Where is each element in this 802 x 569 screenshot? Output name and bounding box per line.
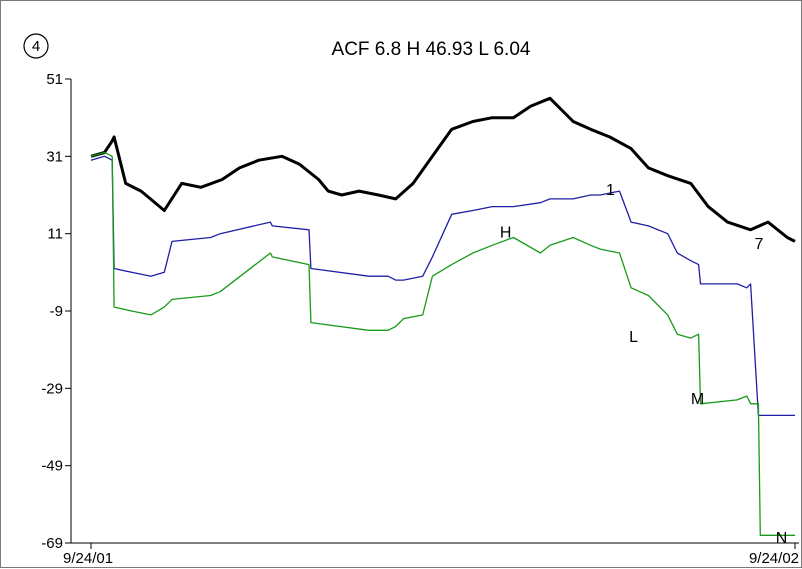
y-tick-group: 51 31 11 -9 -29 -49 -69 (41, 71, 71, 552)
annotation-label: 1 (606, 182, 615, 199)
panel-number: 4 (32, 38, 40, 55)
y-tick-label: 31 (46, 148, 63, 165)
annotation-label: L (629, 329, 638, 346)
annotation-label: N (776, 530, 788, 547)
panel-number-circle (23, 33, 49, 59)
series-line-1 (90, 155, 795, 417)
x-tick-group: 9/24/01 9/24/02 (63, 543, 799, 567)
y-tick-label: -69 (41, 535, 63, 552)
annotation-group: H L M N 1 7 (500, 182, 787, 547)
y-tick-label: -29 (41, 380, 63, 397)
annotation-label: M (691, 391, 704, 408)
x-tick-label: 9/24/02 (749, 550, 799, 567)
annotation-label: 7 (754, 236, 763, 253)
chart-title: ACF 6.8 H 46.93 L 6.04 (332, 39, 531, 60)
series-group (90, 96, 796, 536)
series-line-0 (90, 96, 796, 243)
panel-number-badge: 4 (23, 33, 49, 59)
annotation-label: H (500, 225, 512, 242)
y-tick-label: 51 (46, 71, 63, 88)
y-tick-label: -9 (50, 303, 63, 320)
x-tick-label: 9/24/01 (63, 550, 113, 567)
series-line-2 (90, 151, 795, 536)
y-tick-label: -49 (41, 458, 63, 475)
y-tick-label: 11 (47, 226, 63, 243)
